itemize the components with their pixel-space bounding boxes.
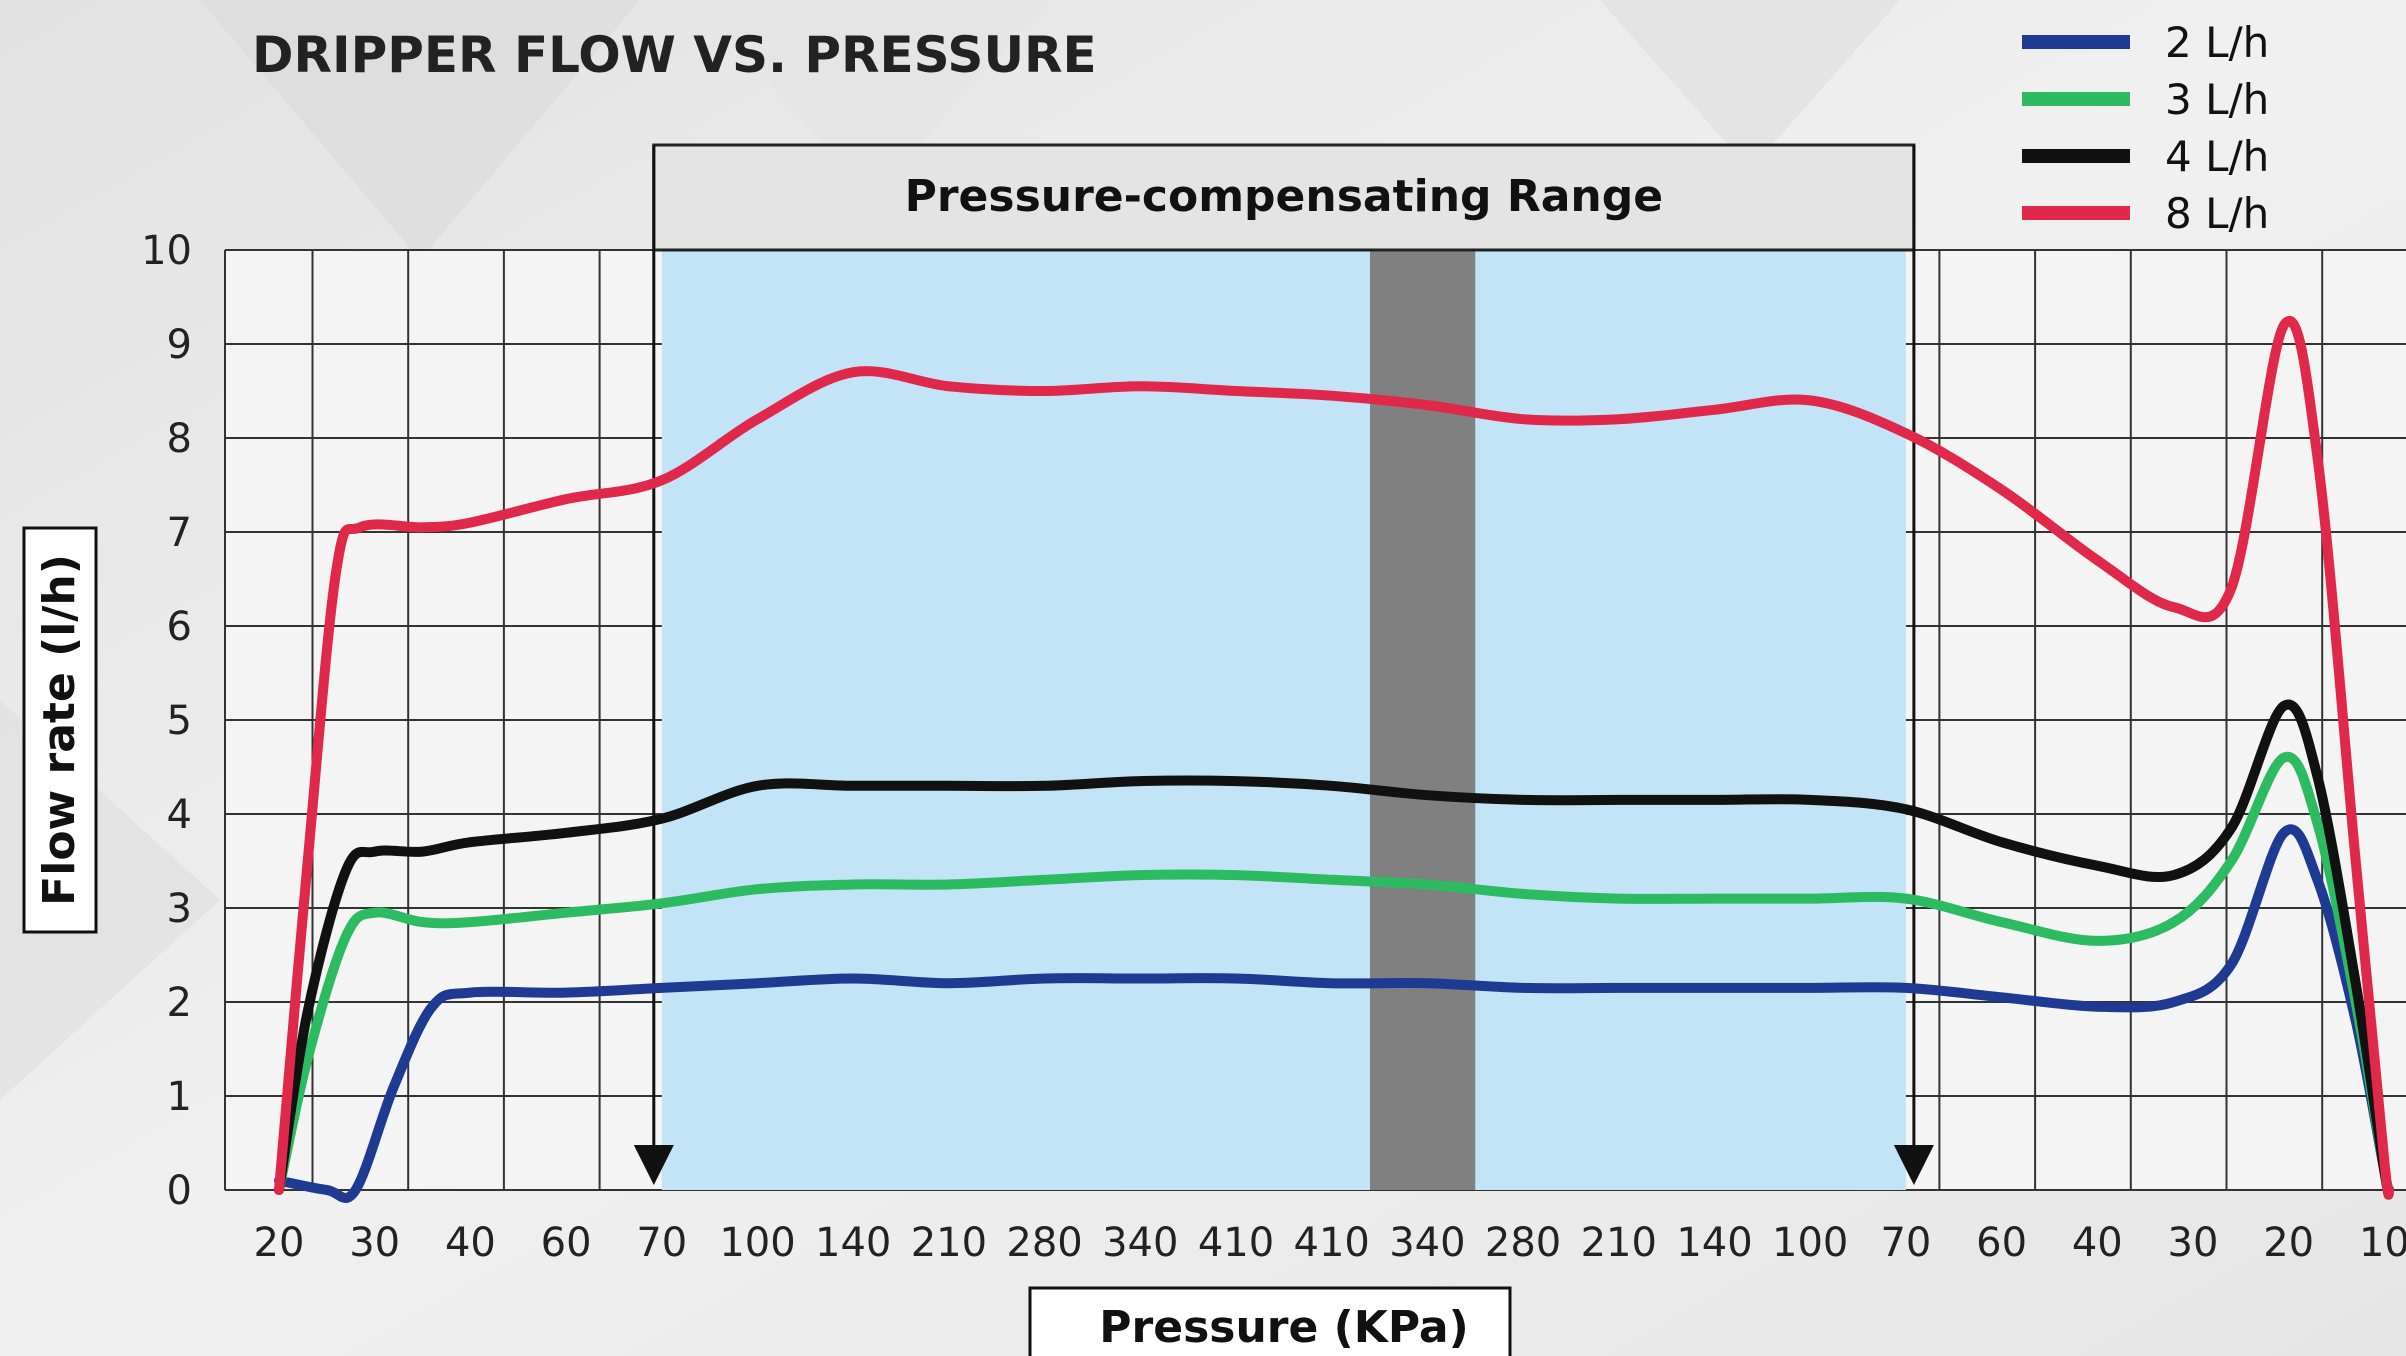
x-tick-label: 100	[719, 1220, 795, 1266]
legend-label: 4 L/h	[2165, 132, 2269, 181]
y-tick-label: 10	[141, 228, 192, 274]
x-tick-label: 30	[349, 1220, 400, 1266]
x-tick-label: 340	[1389, 1220, 1465, 1266]
y-tick-label: 1	[167, 1074, 192, 1120]
y-tick-label: 7	[167, 510, 192, 556]
y-tick-label: 5	[167, 698, 192, 744]
legend-label: 8 L/h	[2165, 189, 2269, 238]
legend: 2 L/h 3 L/h 4 L/h 8 L/h	[2022, 18, 2269, 238]
x-axis-title: Pressure (KPa)	[1099, 1302, 1468, 1353]
x-tick-label: 410	[1294, 1220, 1370, 1266]
x-tick-label: 60	[541, 1220, 592, 1266]
x-axis-ticks: 20 30 40 60 70 100 140 210 280 340 410 410 340 280 210…	[254, 1220, 2406, 1266]
x-tick-label: 10	[2359, 1220, 2406, 1266]
y-tick-label: 9	[167, 322, 192, 368]
x-tick-label: 20	[254, 1220, 305, 1266]
x-tick-label: 410	[1198, 1220, 1274, 1266]
y-tick-label: 6	[167, 604, 192, 650]
y-axis-title: Flow rate (l/h)	[34, 554, 85, 906]
series-line-2lh	[274, 824, 2395, 1203]
x-tick-label: 210	[1581, 1220, 1657, 1266]
y-tick-label: 0	[167, 1168, 192, 1214]
legend-label: 3 L/h	[2165, 75, 2269, 124]
y-tick-label: 2	[167, 980, 192, 1026]
x-tick-label: 70	[1880, 1220, 1931, 1266]
series-line-8lh	[274, 315, 2395, 1200]
y-tick-label: 4	[167, 792, 192, 838]
peak-pressure-band	[1369, 250, 1476, 1190]
x-tick-label: 30	[2168, 1220, 2219, 1266]
x-tick-label: 40	[2072, 1220, 2123, 1266]
series-lines	[274, 315, 2395, 1203]
series-line-4lh	[274, 699, 2395, 1198]
y-axis-label-box: Flow rate (l/h)	[22, 526, 98, 934]
y-axis-ticks: 0 1 2 3 4 5 6 7 8 9 10	[141, 228, 192, 1214]
x-axis-label-box: Pressure (KPa)	[1028, 1286, 1512, 1356]
x-tick-label: 100	[1772, 1220, 1848, 1266]
x-tick-label: 60	[1976, 1220, 2027, 1266]
range-start-arrow-icon	[633, 1145, 674, 1185]
x-tick-label: 280	[1485, 1220, 1561, 1266]
legend-label: 2 L/h	[2165, 18, 2269, 67]
x-tick-label: 140	[1676, 1220, 1752, 1266]
x-tick-label: 340	[1102, 1220, 1178, 1266]
range-end-arrow-icon	[1893, 1145, 1934, 1185]
chart-title: DRIPPER FLOW VS. PRESSURE	[252, 26, 1097, 84]
y-tick-label: 3	[167, 886, 192, 932]
range-title: Pressure-compensating Range	[905, 171, 1663, 222]
x-tick-label: 210	[911, 1220, 987, 1266]
x-tick-label: 70	[636, 1220, 687, 1266]
x-tick-label: 140	[815, 1220, 891, 1266]
x-tick-label: 20	[2263, 1220, 2314, 1266]
x-tick-label: 280	[1006, 1220, 1082, 1266]
series-line-3lh	[274, 751, 2395, 1197]
y-tick-label: 8	[167, 416, 192, 462]
x-tick-label: 40	[445, 1220, 496, 1266]
pressure-compensating-range: Pressure-compensating Range	[633, 143, 1934, 1190]
